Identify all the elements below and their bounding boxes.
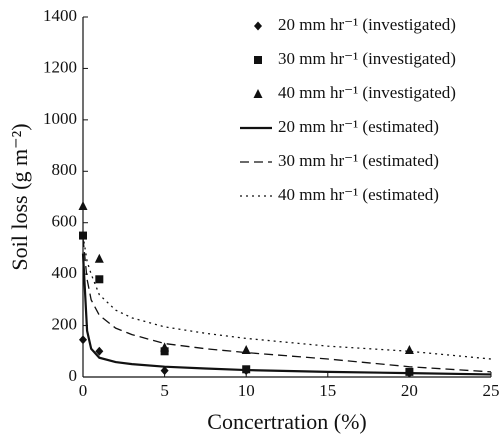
estimated-line — [82, 235, 492, 360]
legend-marker — [254, 21, 262, 31]
diamond-marker — [160, 366, 169, 376]
diamond-marker — [95, 346, 104, 356]
y-tick-label: 1000 — [43, 109, 77, 128]
triangle-marker — [404, 345, 414, 354]
x-tick-label: 25 — [483, 381, 500, 400]
y-axis-title: Soil loss (g m⁻²) — [7, 123, 32, 270]
legend-label: 30 mm hr⁻¹ (investigated) — [278, 49, 456, 68]
y-tick-label: 1200 — [43, 57, 77, 76]
y-tick-label: 200 — [52, 314, 78, 333]
legend-label: 40 mm hr⁻¹ (investigated) — [278, 83, 456, 102]
x-tick-label: 20 — [401, 381, 418, 400]
y-tick-label: 400 — [52, 263, 78, 282]
x-tick-label: 0 — [79, 381, 88, 400]
estimated-line — [82, 238, 492, 373]
triangle-marker — [94, 253, 104, 263]
triangle-marker — [78, 201, 88, 210]
legend-marker — [254, 56, 262, 64]
x-axis-title: Concertration (%) — [207, 409, 366, 434]
legend-marker — [253, 89, 263, 98]
y-tick-label: 0 — [69, 366, 78, 385]
square-marker — [405, 367, 414, 376]
y-tick-label: 1400 — [43, 6, 77, 25]
estimated-line — [81, 253, 492, 376]
legend-label: 20 mm hr⁻¹ (estimated) — [278, 117, 439, 136]
square-marker — [95, 275, 104, 284]
x-tick-label: 5 — [160, 381, 169, 400]
legend-label: 20 mm hr⁻¹ (investigated) — [278, 15, 456, 34]
y-tick-label: 600 — [52, 212, 78, 231]
legend-label: 30 mm hr⁻¹ (estimated) — [278, 151, 439, 170]
y-tick-label: 800 — [52, 160, 78, 179]
x-tick-label: 15 — [319, 381, 336, 400]
legend-label: 40 mm hr⁻¹ (estimated) — [278, 185, 439, 204]
x-tick-label: 10 — [238, 381, 255, 400]
triangle-marker — [160, 342, 170, 352]
diamond-marker — [79, 335, 87, 345]
